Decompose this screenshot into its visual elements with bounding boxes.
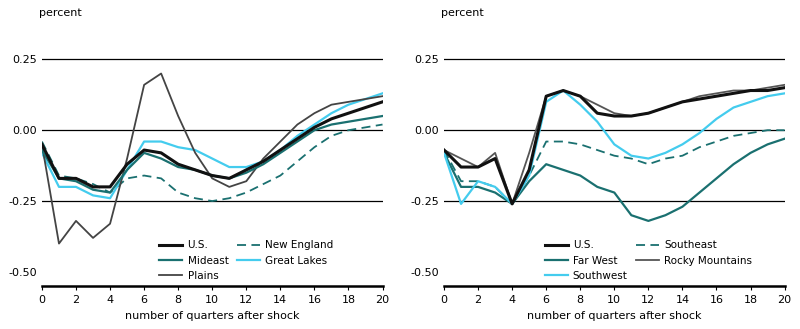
X-axis label: number of quarters after shock: number of quarters after shock	[125, 311, 299, 321]
Legend: U.S., Far West, Southwest, Southeast, Rocky Mountains: U.S., Far West, Southwest, Southeast, Ro…	[545, 240, 752, 281]
Text: percent: percent	[38, 8, 82, 18]
X-axis label: number of quarters after shock: number of quarters after shock	[527, 311, 702, 321]
Legend: U.S., Mideast, Plains, New England, Great Lakes: U.S., Mideast, Plains, New England, Grea…	[159, 240, 333, 281]
Text: percent: percent	[441, 8, 483, 18]
